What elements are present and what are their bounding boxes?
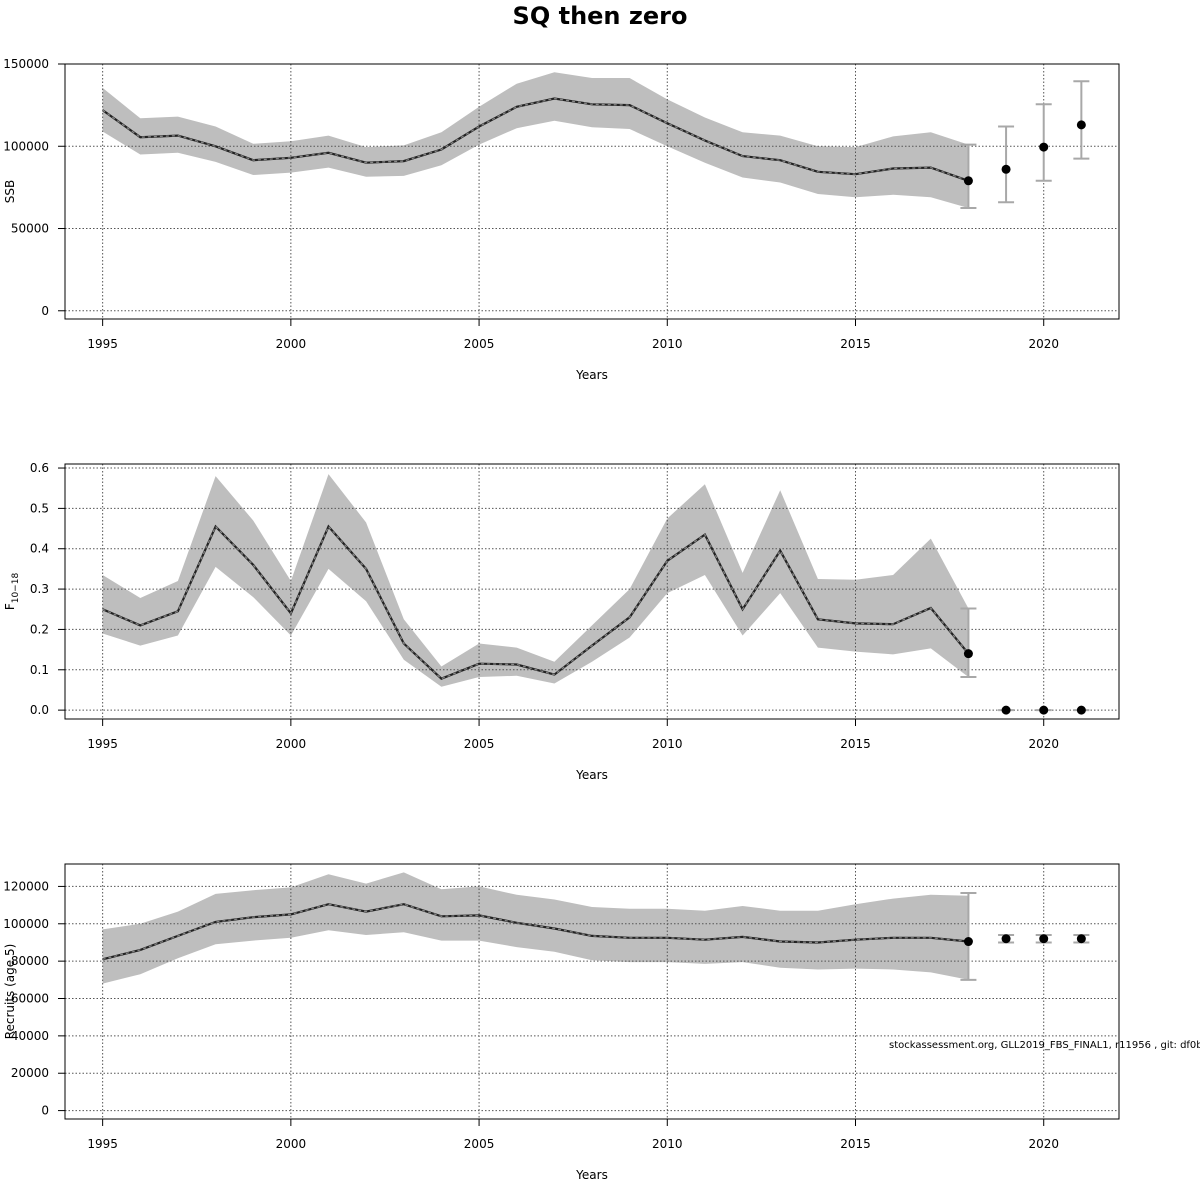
y-tick-label: 0.6 [30, 461, 49, 475]
x-tick-label: 1995 [87, 737, 118, 751]
x-tick-label: 2010 [652, 737, 683, 751]
panel-3: 1995 2000 2005 2010 2015 2020 0 20000 40000 60000… [3, 863, 1120, 1182]
x-tick-label: 2000 [276, 337, 307, 351]
confidence-band [102, 474, 969, 687]
y-tick-label: 40000 [11, 1029, 49, 1043]
y-tick-label: 0.5 [30, 501, 49, 515]
y-tick-label: 60000 [11, 992, 49, 1006]
forecast-point [1001, 705, 1011, 715]
forecast-point [1001, 164, 1011, 174]
y-tick-label: 0 [41, 1104, 49, 1118]
confidence-band [102, 72, 969, 208]
x-tick-label: 1995 [87, 337, 118, 351]
forecast-point [1076, 705, 1086, 715]
x-tick-label: 2020 [1028, 337, 1059, 351]
forecast-point [1039, 142, 1049, 152]
y-axis-label: Recruits (age 5) [3, 944, 17, 1040]
y-tick-label: 120000 [3, 879, 49, 893]
x-axis-label: Years [575, 768, 608, 782]
x-tick-label: 2010 [652, 1137, 683, 1151]
y-tick-label: 0.1 [30, 663, 49, 677]
x-tick-label: 1995 [87, 1137, 118, 1151]
y-tick-label: 100000 [3, 917, 49, 931]
x-tick-label: 2015 [840, 1137, 871, 1151]
y-tick-label: 80000 [11, 954, 49, 968]
x-tick-label: 2015 [840, 337, 871, 351]
plot-frame [64, 63, 1120, 320]
y-axis-label: F10−18 [3, 573, 21, 611]
x-tick-label: 2020 [1028, 1137, 1059, 1151]
y-axis-label: SSB [3, 180, 17, 203]
y-tick-label: 0.2 [30, 622, 49, 636]
x-axis-label: Years [575, 1168, 608, 1182]
y-tick-label: 0.3 [30, 582, 49, 596]
forecast-point [963, 176, 973, 186]
estimate-line-dash [102, 903, 969, 960]
y-tick-label: 150000 [3, 57, 49, 71]
x-tick-label: 2015 [840, 737, 871, 751]
estimate-line-dash [102, 525, 969, 680]
y-tick-label: 0.0 [30, 703, 49, 717]
forecast-point [1039, 934, 1049, 944]
y-tick-label: 0.4 [30, 542, 49, 556]
forecast-point [963, 937, 973, 947]
plot-frame [64, 463, 1120, 720]
y-tick-label: 100000 [3, 139, 49, 153]
x-tick-label: 2005 [464, 337, 495, 351]
x-tick-label: 2005 [464, 737, 495, 751]
y-tick-label: 50000 [11, 222, 49, 236]
x-tick-label: 2000 [276, 737, 307, 751]
forecast-point [1076, 120, 1086, 130]
x-tick-label: 2005 [464, 1137, 495, 1151]
forecast-point [1001, 934, 1011, 944]
footnote: stockassessment.org, GLL2019_FBS_FINAL1,… [889, 1040, 1200, 1051]
x-tick-label: 2020 [1028, 737, 1059, 751]
forecast-point [1076, 934, 1086, 944]
y-axis-label-subscript: 10−18 [11, 573, 21, 604]
forecast-point [963, 649, 973, 659]
x-tick-label: 2010 [652, 337, 683, 351]
plot-frame [64, 863, 1120, 1120]
confidence-band [102, 872, 969, 984]
chart-title: SQ then zero [512, 2, 688, 30]
x-tick-label: 2000 [276, 1137, 307, 1151]
panel-1: 1995 2000 2005 2010 2015 2020 0 50000 100000 1500… [3, 57, 1120, 382]
y-tick-label: 0 [41, 304, 49, 318]
panel-2: 1995 2000 2005 2010 2015 2020 0.0 0.1 0.2 0.3 0.4 0… [3, 461, 1120, 782]
y-tick-label: 20000 [11, 1066, 49, 1080]
x-axis-label: Years [575, 368, 608, 382]
forecast-point [1039, 705, 1049, 715]
estimate-line-dash [102, 97, 969, 182]
